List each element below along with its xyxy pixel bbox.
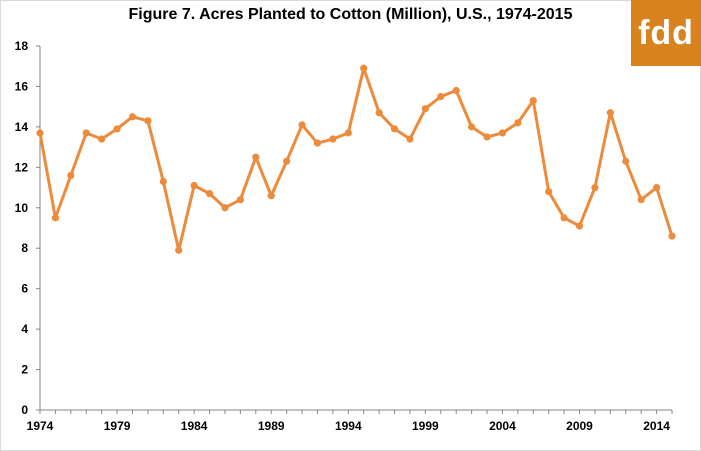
y-tick-label: 8 [21,241,28,255]
y-tick-label: 12 [15,160,29,174]
data-point [205,190,214,198]
data-point [298,121,306,129]
y-tick-label: 16 [15,79,29,93]
x-tick-label: 1974 [27,419,54,433]
chart-title: Figure 7. Acres Planted to Cotton (Milli… [128,6,573,23]
axes [36,45,673,414]
x-tick-labels: 1974 1979 1984 1989 1994 1999 2004 2009 2014 [27,419,671,433]
y-tick-label: 14 [15,120,29,134]
data-point [98,135,106,143]
y-tick-label: 4 [21,322,28,336]
x-tick-label: 1979 [104,419,131,433]
data-point [67,171,75,180]
x-tick-label: 2014 [643,419,670,433]
data-point [51,214,60,222]
data-point [591,183,599,192]
data-point [421,105,429,113]
data-point [113,125,121,133]
data-point [175,246,183,254]
data-point [36,129,44,137]
x-tick-label: 2009 [566,419,593,433]
x-tick-label: 1984 [181,419,208,433]
x-tick-label: 1989 [258,419,285,433]
data-point [159,177,167,186]
data-point [452,86,460,95]
data-point [329,135,337,143]
data-point [375,109,383,117]
y-tick-labels: 0 2 4 6 8 10 12 14 16 18 [15,39,29,417]
data-point [390,125,399,133]
data-point [128,113,137,121]
data-point [267,192,275,200]
x-tick-label: 1994 [335,419,362,433]
y-tick-label: 2 [21,363,28,377]
data-point [622,157,630,165]
data-point [344,129,352,137]
data-point [514,119,522,127]
data-point [236,196,244,204]
data-point [637,196,645,204]
series-line [38,66,674,252]
data-point [468,123,476,131]
series-layer [36,64,676,254]
data-point [529,97,537,105]
data-point [606,109,614,117]
data-point [560,214,568,222]
y-tick-label: 18 [15,39,29,53]
data-point [144,117,152,125]
data-point [283,157,291,165]
y-tick-label: 10 [15,201,29,215]
x-tick-label: 2004 [489,419,516,433]
data-point [545,188,553,196]
y-tick-label: 0 [21,403,28,417]
data-point [313,139,322,147]
data-point [406,135,414,143]
data-point [437,92,445,101]
data-point [575,222,584,230]
data-point [221,204,229,212]
data-point [190,181,198,190]
data-point [360,64,368,72]
data-point [483,133,491,141]
data-point [498,129,507,137]
data-point [652,183,661,192]
data-point [668,232,676,240]
x-tick-label: 1999 [412,419,439,433]
fdd-logo: fdd [631,0,701,66]
data-point [82,129,90,137]
data-point [252,153,260,161]
y-tick-label: 6 [21,282,28,296]
